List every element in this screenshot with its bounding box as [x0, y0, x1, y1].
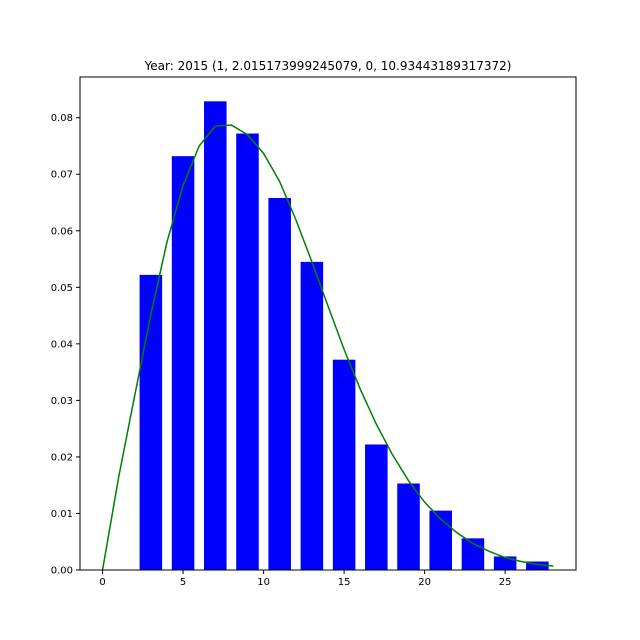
x-tick-label: 10 [257, 577, 270, 588]
bar [139, 274, 163, 570]
bar [268, 197, 291, 570]
bar [171, 156, 195, 571]
y-tick-label: 0.04 [51, 339, 73, 350]
x-tick-label: 0 [99, 577, 105, 588]
y-tick-label: 0.06 [51, 226, 73, 237]
x-tick-label: 20 [418, 577, 431, 588]
x-tick-label: 25 [499, 577, 512, 588]
bar [493, 556, 517, 570]
y-tick-label: 0.00 [51, 566, 73, 577]
bar [236, 133, 259, 571]
y-tick-label: 0.03 [51, 396, 73, 407]
bar [332, 359, 356, 570]
fit-curve [101, 124, 554, 571]
fit-curve-group [101, 124, 554, 571]
plot-frame [79, 76, 577, 571]
x-axis: 0 5 10 15 20 25 [99, 570, 512, 588]
y-axis: 0.00 0.01 0.02 0.03 0.04 0.05 0.06 0.07 0.08 [51, 113, 80, 577]
y-tick-label: 0.05 [51, 283, 73, 294]
y-tick-label: 0.02 [51, 452, 73, 463]
chart-title: Year: 2015 (1, 2.015173999245079, 0, 10.… [144, 59, 512, 73]
bar [300, 261, 324, 570]
bar [526, 561, 549, 570]
bar [365, 444, 388, 570]
x-tick-label: 15 [338, 577, 351, 588]
bar [397, 483, 420, 570]
bar [204, 101, 227, 570]
y-tick-label: 0.01 [51, 509, 73, 520]
bars-group [139, 101, 549, 571]
y-tick-label: 0.07 [51, 170, 73, 181]
bar [429, 510, 452, 570]
x-tick-label: 5 [180, 577, 186, 588]
y-tick-label: 0.08 [51, 113, 73, 124]
